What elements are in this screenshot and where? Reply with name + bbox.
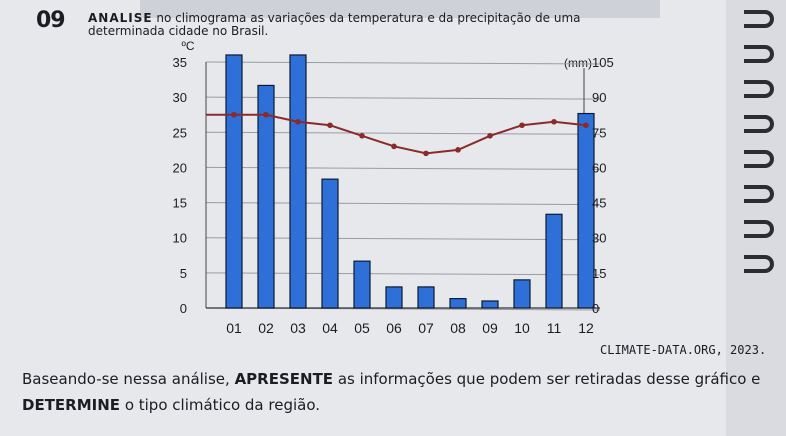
temperature-point xyxy=(263,111,269,118)
left-tick-label: 35 xyxy=(173,55,187,70)
precipitation-bar xyxy=(289,54,307,309)
precipitation-bar xyxy=(417,286,435,309)
gridline xyxy=(205,61,601,65)
precipitation-bar xyxy=(257,84,275,309)
right-tick-label: 90 xyxy=(592,90,606,105)
precipitation-bar xyxy=(449,298,467,309)
temperature-series-line xyxy=(206,113,587,155)
question-number: 09 xyxy=(36,8,66,33)
left-tick-label: 5 xyxy=(180,266,187,281)
month-label: 03 xyxy=(290,320,306,336)
instruction-part: o tipo climático da região. xyxy=(120,396,321,414)
binder-ring xyxy=(744,220,774,238)
binder-ring xyxy=(744,185,774,203)
instruction-part: Baseando-se nessa análise, xyxy=(22,370,235,388)
month-label: 05 xyxy=(354,320,370,336)
question-heading: ANALISE no climograma as variações da te… xyxy=(88,12,688,24)
instruction-text: Baseando-se nessa análise, APRESENTE as … xyxy=(22,366,767,418)
binder-ring xyxy=(744,45,774,63)
month-label: 06 xyxy=(386,320,402,336)
left-tick-label: 0 xyxy=(180,301,187,316)
right-tick-label: 45 xyxy=(592,196,606,211)
binder-ring xyxy=(744,80,774,98)
precipitation-bar xyxy=(481,300,499,309)
left-tick-label: 20 xyxy=(173,160,187,175)
question-heading-rest: no climograma as variações da temperatur… xyxy=(152,11,581,25)
left-axis-unit: ºC xyxy=(181,39,194,53)
left-tick-label: 30 xyxy=(173,90,187,105)
temperature-point xyxy=(423,150,429,157)
temperature-point xyxy=(551,118,557,125)
temperature-point xyxy=(583,122,589,129)
left-tick-label: 15 xyxy=(173,196,187,211)
binder-ring xyxy=(744,150,774,168)
month-label: 07 xyxy=(418,320,434,336)
temperature-point xyxy=(327,122,333,129)
right-tick-label: 15 xyxy=(592,266,606,281)
precipitation-bar xyxy=(225,54,243,309)
climogram-chart: ºC (mm) 05101520253035015304560759010501… xyxy=(173,39,614,336)
binder-ring xyxy=(744,115,774,133)
precipitation-bar xyxy=(545,213,563,309)
temperature-point xyxy=(487,133,493,139)
right-tick-label: 30 xyxy=(592,231,606,246)
temperature-point xyxy=(295,118,301,125)
left-tick-label: 10 xyxy=(173,231,187,246)
month-label: 11 xyxy=(547,320,562,336)
precipitation-bar xyxy=(385,286,403,309)
temperature-point xyxy=(231,111,237,118)
temperature-point xyxy=(391,143,397,150)
right-tick-label: 105 xyxy=(592,55,614,70)
month-label: 01 xyxy=(226,320,242,336)
precipitation-bar xyxy=(513,279,531,309)
precipitation-bars xyxy=(225,54,595,309)
precipitation-bar xyxy=(321,178,339,309)
temperature-point xyxy=(359,133,365,139)
month-label: 12 xyxy=(578,320,594,336)
month-label: 10 xyxy=(514,320,530,336)
precipitation-bar xyxy=(353,260,371,309)
month-label: 04 xyxy=(322,320,338,336)
month-label: 02 xyxy=(258,320,274,336)
binder-ring xyxy=(744,10,774,28)
right-tick-label: 60 xyxy=(592,160,606,175)
temperature-point xyxy=(519,122,525,129)
right-tick-label: 75 xyxy=(592,125,606,140)
binder-ring xyxy=(744,255,774,273)
binder-strip xyxy=(726,0,786,436)
month-label: 08 xyxy=(450,320,466,336)
chart-source: CLIMATE-DATA.ORG, 2023. xyxy=(600,343,767,357)
instruction-keyword: DETERMINE xyxy=(22,396,121,414)
question-keyword: ANALISE xyxy=(88,11,153,25)
left-tick-label: 25 xyxy=(173,125,187,140)
month-label: 09 xyxy=(482,320,498,336)
instruction-keyword: APRESENTE xyxy=(234,370,334,388)
page-header-band xyxy=(140,0,660,18)
precipitation-bar xyxy=(577,112,595,309)
right-axis-unit: (mm) xyxy=(564,56,592,70)
temperature-point xyxy=(455,147,461,153)
temperature-line xyxy=(206,111,589,157)
right-tick-label: 0 xyxy=(592,301,599,316)
question-heading-line2: determinada cidade no Brasil. xyxy=(88,24,269,38)
instruction-part: as informações que podem ser retiradas d… xyxy=(333,370,761,388)
